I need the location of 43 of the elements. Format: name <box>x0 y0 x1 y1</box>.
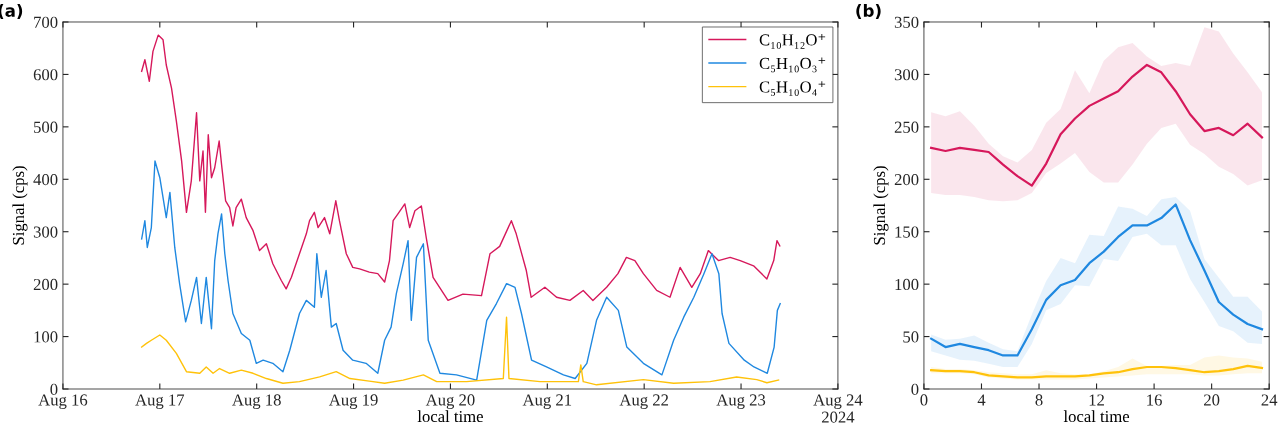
legend-label: C₅H₁₀O₃⁺ <box>759 57 826 73</box>
line-series <box>930 364 1264 379</box>
text: 2024 <box>821 411 855 423</box>
y-tick-label: 300 <box>894 69 919 81</box>
y-tick-label: 0 <box>911 383 919 395</box>
y-tick-label: 50 <box>903 331 919 343</box>
y-tick-label: 300 <box>33 226 58 238</box>
y-axis-title: Signal (cps) <box>12 166 28 245</box>
x-tick-label: 20 <box>1204 394 1220 406</box>
x-tick-label: Aug 18 <box>232 394 281 409</box>
x-tick-label: Aug 16 <box>38 394 88 409</box>
y-tick-label: 500 <box>34 121 58 133</box>
legend-label: C₅H₁₀O₄⁺ <box>759 81 826 96</box>
x-tick-label: Aug 24 <box>813 394 863 409</box>
y-tick-label: 100 <box>34 331 58 343</box>
x-tick-label: Aug 22 <box>619 394 669 409</box>
x-tick-label: Aug 19 <box>328 394 378 409</box>
x-tick-label: 24 <box>1261 394 1278 406</box>
legend-label: C₁₀H₁₂O⁺ <box>759 34 826 49</box>
y-tick-label: 600 <box>33 69 58 81</box>
y-tick-label: 400 <box>33 173 58 186</box>
y-tick-label: 200 <box>33 278 58 291</box>
y-tick-label: 700 <box>34 16 58 28</box>
x-tick-label: Aug 23 <box>716 394 766 409</box>
line-series <box>930 63 1264 187</box>
x-tick-label: 16 <box>1147 394 1162 406</box>
x-tick-label: Aug 21 <box>522 394 572 409</box>
x-tick-label: 8 <box>1035 394 1043 406</box>
y-tick-label: 100 <box>895 278 919 291</box>
x-axis-title: local time <box>1063 410 1130 423</box>
x-tick-label: 0 <box>920 394 928 406</box>
y-tick-label: 150 <box>895 226 919 238</box>
x-tick-label: Aug 20 <box>425 394 475 409</box>
x-tick-label: 4 <box>977 394 986 406</box>
y-axis-title: Signal (cps) <box>873 166 889 245</box>
y-tick-label: 350 <box>894 16 919 28</box>
y-tick-label: 0 <box>50 383 58 395</box>
chart-title: (b) <box>856 4 881 19</box>
y-tick-label: 250 <box>894 121 919 133</box>
x-tick-label: 12 <box>1089 394 1104 406</box>
x-tick-label: Aug 17 <box>135 394 185 409</box>
x-axis-title: local time <box>417 410 483 423</box>
y-tick-label: 200 <box>894 173 919 186</box>
